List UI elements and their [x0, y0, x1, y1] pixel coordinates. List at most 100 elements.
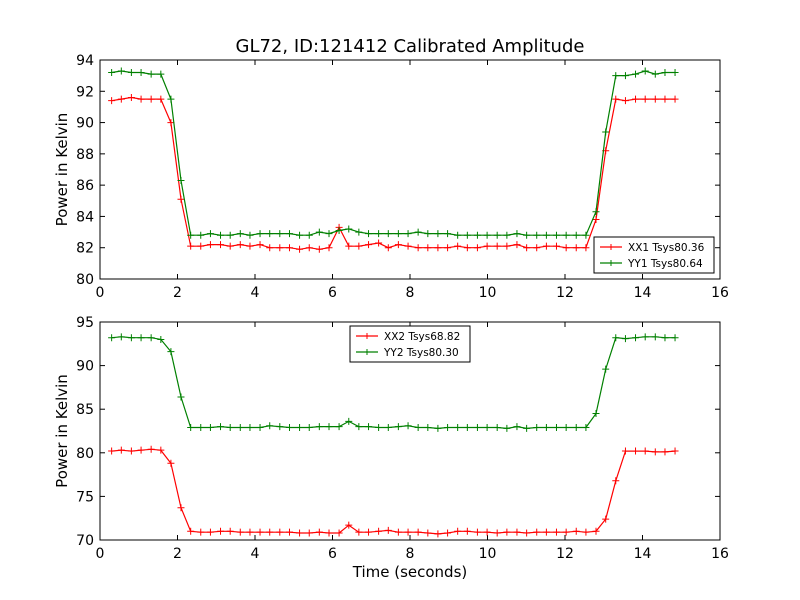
- x-axis-label: Time (seconds): [352, 563, 468, 581]
- data-point-marker: [256, 528, 264, 536]
- data-point-marker: [266, 528, 274, 536]
- x-tick-label: 2: [173, 285, 182, 301]
- data-point-marker: [147, 70, 155, 78]
- data-point-marker: [562, 244, 570, 252]
- legend-marker: [364, 349, 370, 355]
- data-point-marker: [137, 69, 145, 77]
- data-point-marker: [414, 244, 422, 252]
- data-point-marker: [355, 228, 363, 236]
- data-point-marker: [434, 424, 442, 432]
- data-point-marker: [157, 446, 165, 454]
- data-point-marker: [137, 446, 145, 454]
- data-point-marker: [345, 225, 353, 233]
- data-point-marker: [384, 230, 392, 238]
- data-point-marker: [463, 527, 471, 535]
- data-point-marker: [315, 423, 323, 431]
- data-point-marker: [305, 244, 313, 252]
- data-point-marker: [632, 95, 640, 103]
- data-point-marker: [612, 334, 620, 342]
- data-point-marker: [414, 424, 422, 432]
- data-point-marker: [434, 530, 442, 538]
- x-tick-label: 16: [711, 546, 729, 562]
- series-yy2: [108, 333, 679, 432]
- data-point-marker: [632, 447, 640, 455]
- data-point-marker: [117, 95, 125, 103]
- data-point-marker: [552, 424, 560, 432]
- legend-label: XX2 Tsys68.82: [384, 331, 460, 343]
- data-point-marker: [671, 69, 679, 77]
- data-point-marker: [552, 231, 560, 239]
- legend: XX1 Tsys80.36 YY1 Tsys80.64: [593, 236, 715, 274]
- data-point-marker: [582, 424, 590, 432]
- data-point-marker: [552, 242, 560, 250]
- legend-box: [349, 325, 471, 363]
- data-point-marker: [197, 424, 205, 432]
- data-point-marker: [177, 504, 185, 512]
- data-point-marker: [414, 228, 422, 236]
- data-point-marker: [394, 528, 402, 536]
- data-point-marker: [612, 95, 620, 103]
- data-point-marker: [404, 528, 412, 536]
- data-point-marker: [621, 72, 629, 80]
- data-point-marker: [147, 445, 155, 453]
- data-point-marker: [157, 70, 165, 78]
- series-line: [111, 96, 675, 250]
- x-tick-label: 2: [173, 546, 182, 562]
- y-tick-label: 90: [76, 359, 94, 375]
- data-point-marker: [365, 528, 373, 536]
- y-tick-label: 92: [76, 84, 94, 100]
- data-point-marker: [493, 231, 501, 239]
- data-point-marker: [276, 230, 284, 238]
- data-point-marker: [463, 231, 471, 239]
- legend-box: [593, 236, 715, 274]
- data-point-marker: [226, 231, 234, 239]
- data-point-marker: [315, 228, 323, 236]
- data-point-marker: [473, 528, 481, 536]
- series-xx2: [108, 445, 679, 538]
- data-point-marker: [246, 528, 254, 536]
- data-point-marker: [315, 528, 323, 536]
- data-point-marker: [434, 244, 442, 252]
- data-point-marker: [493, 529, 501, 537]
- data-point-marker: [108, 69, 116, 77]
- data-point-marker: [256, 230, 264, 238]
- data-point-marker: [424, 424, 432, 432]
- data-point-marker: [266, 230, 274, 238]
- data-point-marker: [582, 528, 590, 536]
- data-point-marker: [582, 231, 590, 239]
- data-point-marker: [661, 95, 669, 103]
- y-tick-label: 94: [76, 53, 94, 69]
- data-point-marker: [177, 393, 185, 401]
- x-tick-label: 6: [328, 285, 337, 301]
- data-point-marker: [641, 447, 649, 455]
- data-point-marker: [661, 334, 669, 342]
- x-tick-label: 0: [96, 546, 105, 562]
- data-point-marker: [641, 95, 649, 103]
- series-line: [111, 70, 675, 236]
- data-point-marker: [325, 529, 333, 537]
- data-point-marker: [197, 231, 205, 239]
- series-yy1: [108, 67, 679, 239]
- data-point-marker: [305, 424, 313, 432]
- data-point-marker: [217, 241, 225, 249]
- chart-panel-1: 0 2 4 6 8 10 12 14 16 80 82 84 86 88 90 92 94 Power in Ke…: [53, 53, 729, 301]
- data-point-marker: [641, 67, 649, 75]
- data-point-marker: [444, 529, 452, 537]
- legend-label: YY2 Tsys80.30: [383, 347, 459, 359]
- data-point-marker: [533, 244, 541, 252]
- data-point-marker: [572, 231, 580, 239]
- data-point-marker: [365, 423, 373, 431]
- x-tick-label: 12: [556, 546, 574, 562]
- data-point-marker: [108, 334, 116, 342]
- data-point-marker: [137, 334, 145, 342]
- y-tick-label: 88: [76, 147, 94, 163]
- legend-marker: [364, 333, 370, 339]
- data-point-marker: [602, 128, 610, 136]
- data-point-marker: [632, 70, 640, 78]
- data-point-marker: [197, 242, 205, 250]
- legend-marker: [608, 244, 614, 250]
- data-point-marker: [454, 424, 462, 432]
- data-point-marker: [542, 528, 550, 536]
- data-point-marker: [296, 529, 304, 537]
- data-point-marker: [236, 424, 244, 432]
